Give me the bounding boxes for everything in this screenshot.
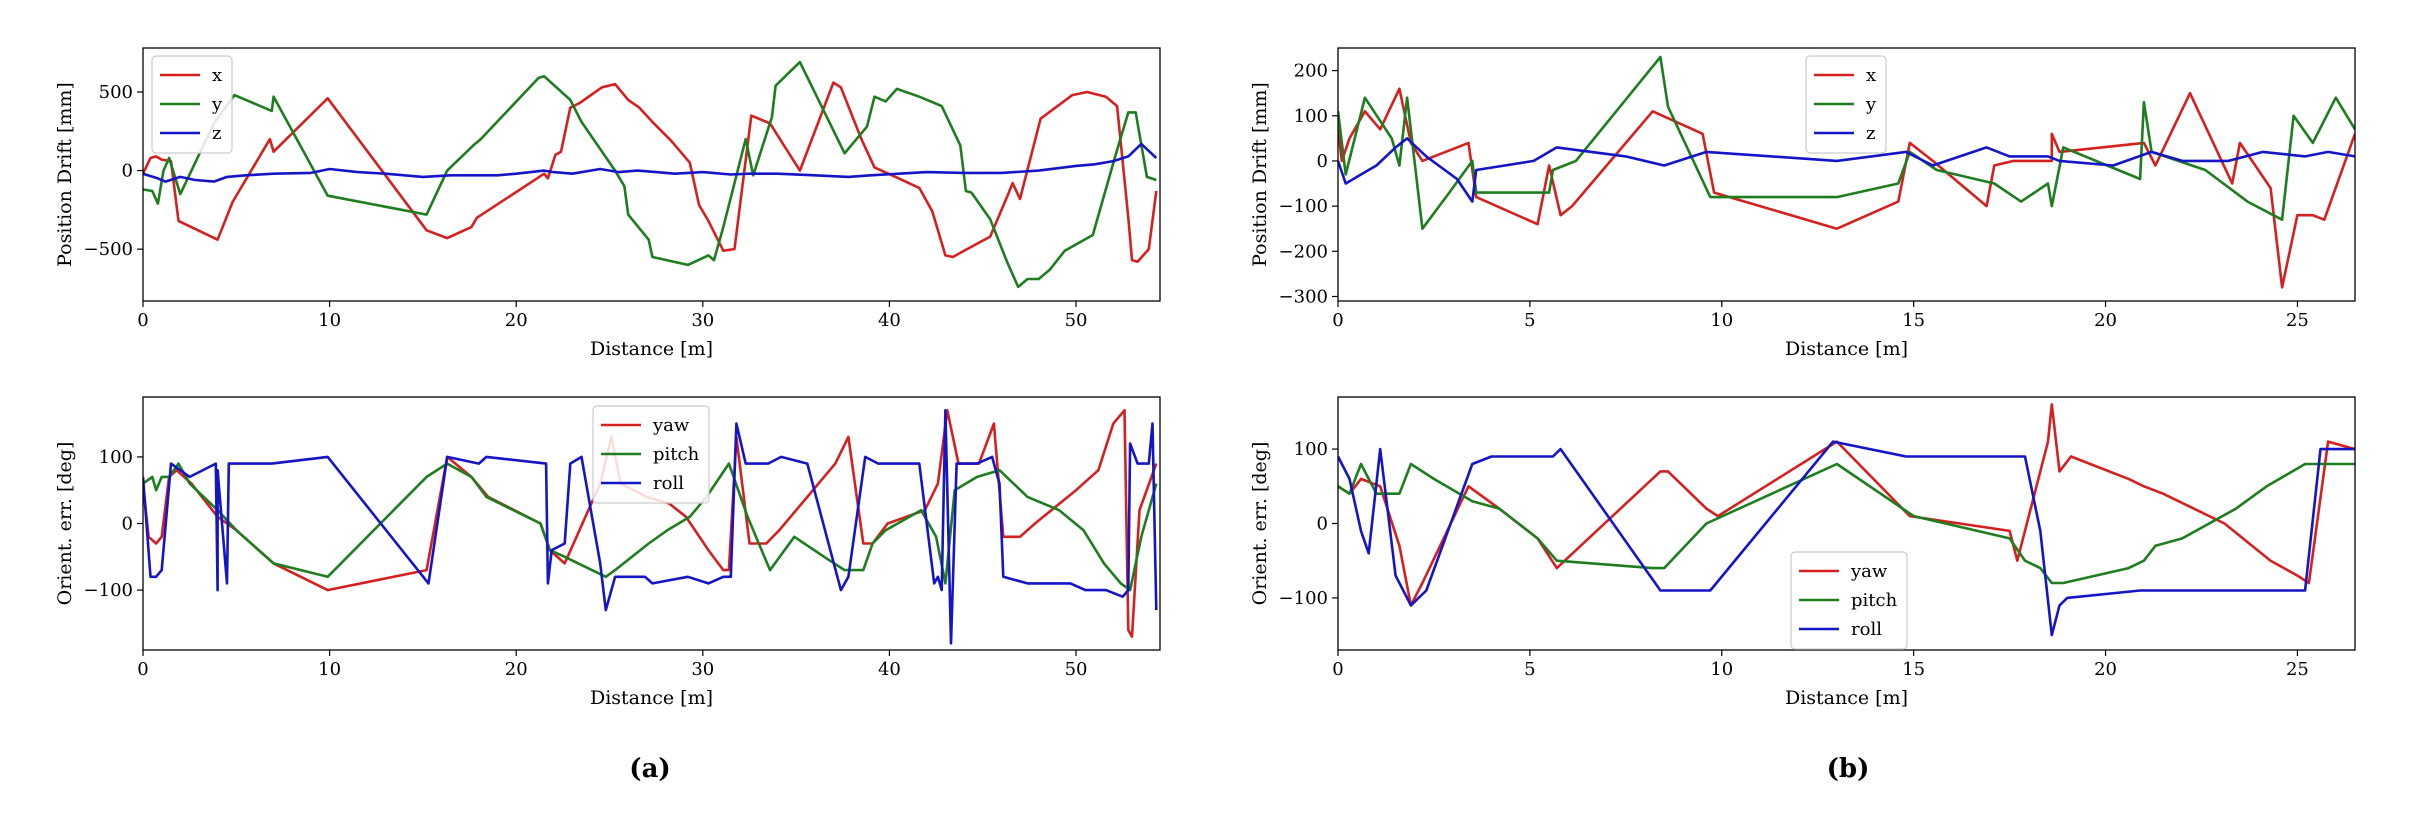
b-orientation-series-roll [1338,440,2355,637]
a-orientation-x-tick-label: 40 [878,659,901,680]
a-position-x-tick-label: 50 [1065,310,1088,331]
a-position-x-tick-label: 0 [137,310,148,331]
b-position-y-tick-label: 100 [1294,106,1328,127]
a-orientation-y-tick-label: 0 [122,514,133,535]
a-orientation-x-tick-label: 10 [318,659,341,680]
b-orientation-x-tick-label: 0 [1332,659,1343,680]
a-position-plot-frame [142,47,1161,302]
a-position-chart: 0 10 20 30 40 50 −500 0 500 Distance [m] Position … [54,47,1161,360]
b-orientation-y-tick-label: 0 [1317,514,1328,535]
b-orientation-legend-label-pitch: pitch [1851,590,1898,611]
a-orientation-y-axis-label: Orient. err. [deg] [54,442,76,606]
b-position-y-tick-label: −100 [1279,196,1328,217]
b-position-y-tick-label: −200 [1279,241,1328,262]
a-position-x-tick-label: 10 [318,310,341,331]
b-position-legend: xyz [1805,55,1887,154]
a-position-series-y [143,60,1157,289]
a-position-legend: xyz [151,55,233,154]
b-orientation-legend-label-roll: roll [1851,619,1882,640]
a-position-legend-label-z: z [212,123,221,144]
b-orientation-x-tick-label: 5 [1524,659,1535,680]
b-position-chart: 0 5 10 15 20 25 −300 −200 −100 0 100 200 Distance [m… [1249,47,2356,360]
panel-label-b: (b) [1827,754,1870,784]
a-orientation-legend-box [592,405,710,504]
b-orientation-x-tick-label: 15 [1902,659,1925,680]
a-orientation-x-tick-label: 30 [691,659,714,680]
b-orientation-x-tick-label: 10 [1710,659,1733,680]
a-position-x-tick-label: 40 [878,310,901,331]
b-position-x-tick-label: 15 [1902,310,1925,331]
b-orientation-series-group [1338,403,2355,637]
a-orientation-chart: 0 10 20 30 40 50 −100 0 100 Distance [m] Orient. e… [54,396,1161,709]
b-position-x-tick-label: 0 [1332,310,1343,331]
b-position-x-tick-label: 5 [1524,310,1535,331]
a-position-x-tick-label: 20 [505,310,528,331]
panel-label-a: (a) [629,754,670,784]
b-orientation-legend: yaw pitch roll [1790,551,1908,650]
b-orientation-y-tick-label: −100 [1279,588,1328,609]
a-position-legend-label-x: x [212,65,222,86]
a-orientation-x-tick-label: 20 [505,659,528,680]
a-position-y-tick-label: 0 [122,161,133,182]
a-orientation-legend-label-pitch: pitch [653,444,700,465]
a-position-x-tick-label: 30 [691,310,714,331]
b-position-plot-frame [1337,47,2356,302]
a-orientation-y-tick-label: 100 [99,447,133,468]
b-orientation-chart: 0 5 10 15 20 25 −100 0 100 Distance [m] Orient. er… [1249,396,2356,709]
b-orientation-y-axis-label: Orient. err. [deg] [1249,442,1271,606]
a-orientation-legend: yaw pitch roll [592,405,710,504]
b-orientation-x-tick-label: 25 [2286,659,2309,680]
b-position-legend-label-x: x [1866,65,1876,86]
a-orientation-legend-label-roll: roll [653,473,684,494]
b-orientation-x-axis-label: Distance [m] [1785,687,1908,709]
b-orientation-y-tick-label: 100 [1294,439,1328,460]
b-orientation-x-tick-label: 20 [2094,659,2117,680]
b-position-y-tick-label: −300 [1279,286,1328,307]
a-orientation-x-tick-label: 0 [137,659,148,680]
b-orientation-series-yaw [1338,403,2355,607]
b-orientation-legend-label-yaw: yaw [1850,561,1888,582]
a-orientation-x-tick-label: 50 [1065,659,1088,680]
b-orientation-legend-box [1790,551,1908,650]
b-position-series-y [1338,55,2355,230]
b-position-y-axis-label: Position Drift [mm] [1249,82,1271,267]
b-position-legend-label-y: y [1865,94,1877,115]
a-orientation-legend-label-yaw: yaw [652,415,690,436]
a-orientation-series-roll [143,409,1158,645]
b-position-legend-label-z: z [1866,123,1875,144]
b-position-y-tick-label: 0 [1317,151,1328,172]
b-position-x-tick-label: 10 [1710,310,1733,331]
b-position-x-tick-label: 25 [2286,310,2309,331]
a-position-legend-label-y: y [211,94,223,115]
b-position-series-z [1338,137,2355,203]
a-position-y-tick-label: −500 [84,239,133,260]
a-position-series-z [143,142,1158,183]
a-position-y-axis-label: Position Drift [mm] [54,82,76,267]
b-orientation-series-pitch [1338,462,2355,585]
a-position-series-group [143,60,1158,289]
b-position-x-tick-label: 20 [2094,310,2117,331]
a-orientation-x-axis-label: Distance [m] [590,687,713,709]
b-position-x-axis-label: Distance [m] [1785,338,1908,360]
b-position-series-group [1338,55,2355,289]
a-position-x-axis-label: Distance [m] [590,338,713,360]
a-position-y-tick-label: 500 [99,82,133,103]
b-position-y-tick-label: 200 [1294,61,1328,82]
a-orientation-y-tick-label: −100 [84,580,133,601]
